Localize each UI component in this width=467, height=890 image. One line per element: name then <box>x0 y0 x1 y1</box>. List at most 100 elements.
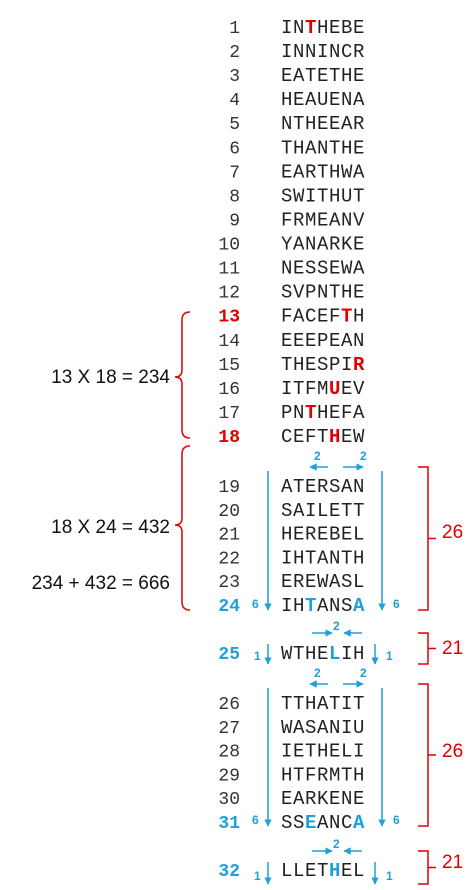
row-number: 3 <box>229 67 240 87</box>
row-number: 4 <box>229 91 240 111</box>
row-letters: HTFRMTH <box>281 764 365 786</box>
row-letters: IHTANTH <box>281 547 365 569</box>
right-bracket <box>418 466 436 611</box>
row-number: 11 <box>218 260 240 280</box>
equation: 18 X 24 = 432 <box>51 517 170 538</box>
letters: SVPNTHE <box>281 282 365 304</box>
letters: A <box>353 812 365 834</box>
letters: WASANIU <box>281 717 365 739</box>
row-number: 24 <box>218 597 240 617</box>
letters: TTHATIT <box>281 693 365 715</box>
letters: H <box>329 860 341 882</box>
row-letters: WTHELIH <box>281 643 365 665</box>
letters: T <box>305 595 317 617</box>
row-letters: EARTHWA <box>281 161 365 183</box>
row-letters: ATERSAN <box>281 476 365 498</box>
letters: YANARKE <box>281 234 365 256</box>
letters: H <box>353 306 365 328</box>
letters: ANS <box>317 595 353 617</box>
row-letters: NESSEWA <box>281 258 365 280</box>
letters: WTHE <box>281 643 329 665</box>
letters: IH <box>341 643 365 665</box>
letters: PN <box>281 402 305 424</box>
left-bracket <box>174 445 191 611</box>
top-label: 2 <box>314 449 321 463</box>
letters: EREWASL <box>281 571 365 593</box>
row-letters: IETHELI <box>281 741 365 763</box>
letters: HEFA <box>317 402 365 424</box>
letters: EARTHWA <box>281 161 365 183</box>
top-label: 2 <box>360 449 367 463</box>
side-label: 6 <box>252 597 259 611</box>
row-number: 32 <box>218 862 240 882</box>
row-number: 29 <box>218 766 240 786</box>
equation: 234 + 432 = 666 <box>32 573 170 594</box>
letters: EW <box>341 426 365 448</box>
row-letters: CEFTHEW <box>281 426 365 448</box>
row-letters: ITFMUEV <box>281 378 365 400</box>
row-letters: TTHATIT <box>281 693 365 715</box>
row-number: 16 <box>218 380 240 400</box>
letters: H <box>329 426 341 448</box>
letters: EL <box>341 860 365 882</box>
left-bracket <box>174 311 191 439</box>
row-letters: EATETHE <box>281 65 365 87</box>
letters: ATERSAN <box>281 476 365 498</box>
top-label: 2 <box>333 619 340 633</box>
letters: FACEF <box>281 306 341 328</box>
row-letters: EEEPEAN <box>281 330 365 352</box>
letters: T <box>305 402 317 424</box>
letters: HEBE <box>317 17 365 39</box>
letters: IHTANTH <box>281 547 365 569</box>
letters: R <box>353 354 365 376</box>
side-label: 1 <box>386 869 393 883</box>
letters: L <box>329 643 341 665</box>
row-number: 5 <box>229 115 240 135</box>
row-letters: LLETHEL <box>281 860 365 882</box>
row-number: 6 <box>229 139 240 159</box>
letters: HEAUENA <box>281 89 365 111</box>
row-number: 27 <box>218 719 240 739</box>
row-number: 26 <box>218 695 240 715</box>
letters: EATETHE <box>281 65 365 87</box>
equation: 13 X 18 = 234 <box>51 367 170 388</box>
side-label: 1 <box>254 649 261 663</box>
letters: U <box>329 378 341 400</box>
row-letters: HEREBEL <box>281 524 365 546</box>
letters: HTFRMTH <box>281 764 365 786</box>
letters: EEEPEAN <box>281 330 365 352</box>
letters: EV <box>341 378 365 400</box>
row-number: 22 <box>218 549 240 569</box>
side-label: 6 <box>252 813 259 827</box>
right-bracket <box>418 632 436 665</box>
row-number: 30 <box>218 790 240 810</box>
row-letters: PNTHEFA <box>281 402 365 424</box>
row-number: 31 <box>218 814 240 834</box>
row-letters: SAILETT <box>281 500 365 522</box>
row-letters: INTHEBE <box>281 17 365 39</box>
letters: IH <box>281 595 305 617</box>
row-letters: HEAUENA <box>281 89 365 111</box>
top-label: 2 <box>333 837 340 851</box>
row-number: 8 <box>229 187 240 207</box>
row-number: 25 <box>218 645 240 665</box>
right-bracket <box>418 850 436 885</box>
side-label: 1 <box>386 649 393 663</box>
right-bracket <box>418 683 436 827</box>
bracket-label: 26 <box>442 522 463 543</box>
row-letters: YANARKE <box>281 234 365 256</box>
side-label: 6 <box>393 597 400 611</box>
letters: ITFM <box>281 378 329 400</box>
row-letters: SWITHUT <box>281 185 365 207</box>
row-letters: FRMEANV <box>281 209 365 231</box>
row-letters: INNINCR <box>281 41 365 63</box>
row-number: 19 <box>218 478 240 498</box>
top-label: 2 <box>360 666 367 680</box>
row-number: 10 <box>218 236 240 256</box>
side-label: 1 <box>254 869 261 883</box>
side-label: 6 <box>393 813 400 827</box>
letters: ANC <box>317 812 353 834</box>
row-number: 1 <box>229 19 240 39</box>
row-letters: THANTHE <box>281 137 365 159</box>
